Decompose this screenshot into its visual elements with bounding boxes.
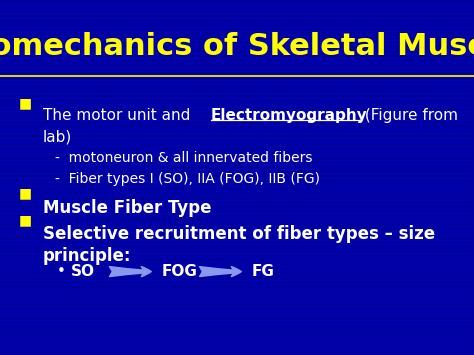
Text: -  motoneuron & all innervated fibers: - motoneuron & all innervated fibers [55,151,312,165]
Text: Selective recruitment of fiber types – size: Selective recruitment of fiber types – s… [43,225,435,244]
Text: The motor unit and: The motor unit and [43,108,195,123]
Text: ■: ■ [19,186,32,201]
Text: Muscle Fiber Type: Muscle Fiber Type [43,199,211,217]
Text: ■: ■ [19,96,32,110]
Text: FOG: FOG [161,264,197,279]
Text: Electromyography: Electromyography [211,108,368,123]
Text: Biomechanics of Skeletal Muscle: Biomechanics of Skeletal Muscle [0,32,474,61]
Text: principle:: principle: [43,247,131,265]
Text: SO: SO [71,264,95,279]
Text: FG: FG [251,264,274,279]
Text: ■: ■ [19,213,32,227]
Text: (Figure from: (Figure from [360,108,458,123]
Text: lab): lab) [43,130,72,144]
Text: -  Fiber types I (SO), IIA (FOG), IIB (FG): - Fiber types I (SO), IIA (FOG), IIB (FG… [55,172,319,186]
Text: •: • [57,264,66,279]
